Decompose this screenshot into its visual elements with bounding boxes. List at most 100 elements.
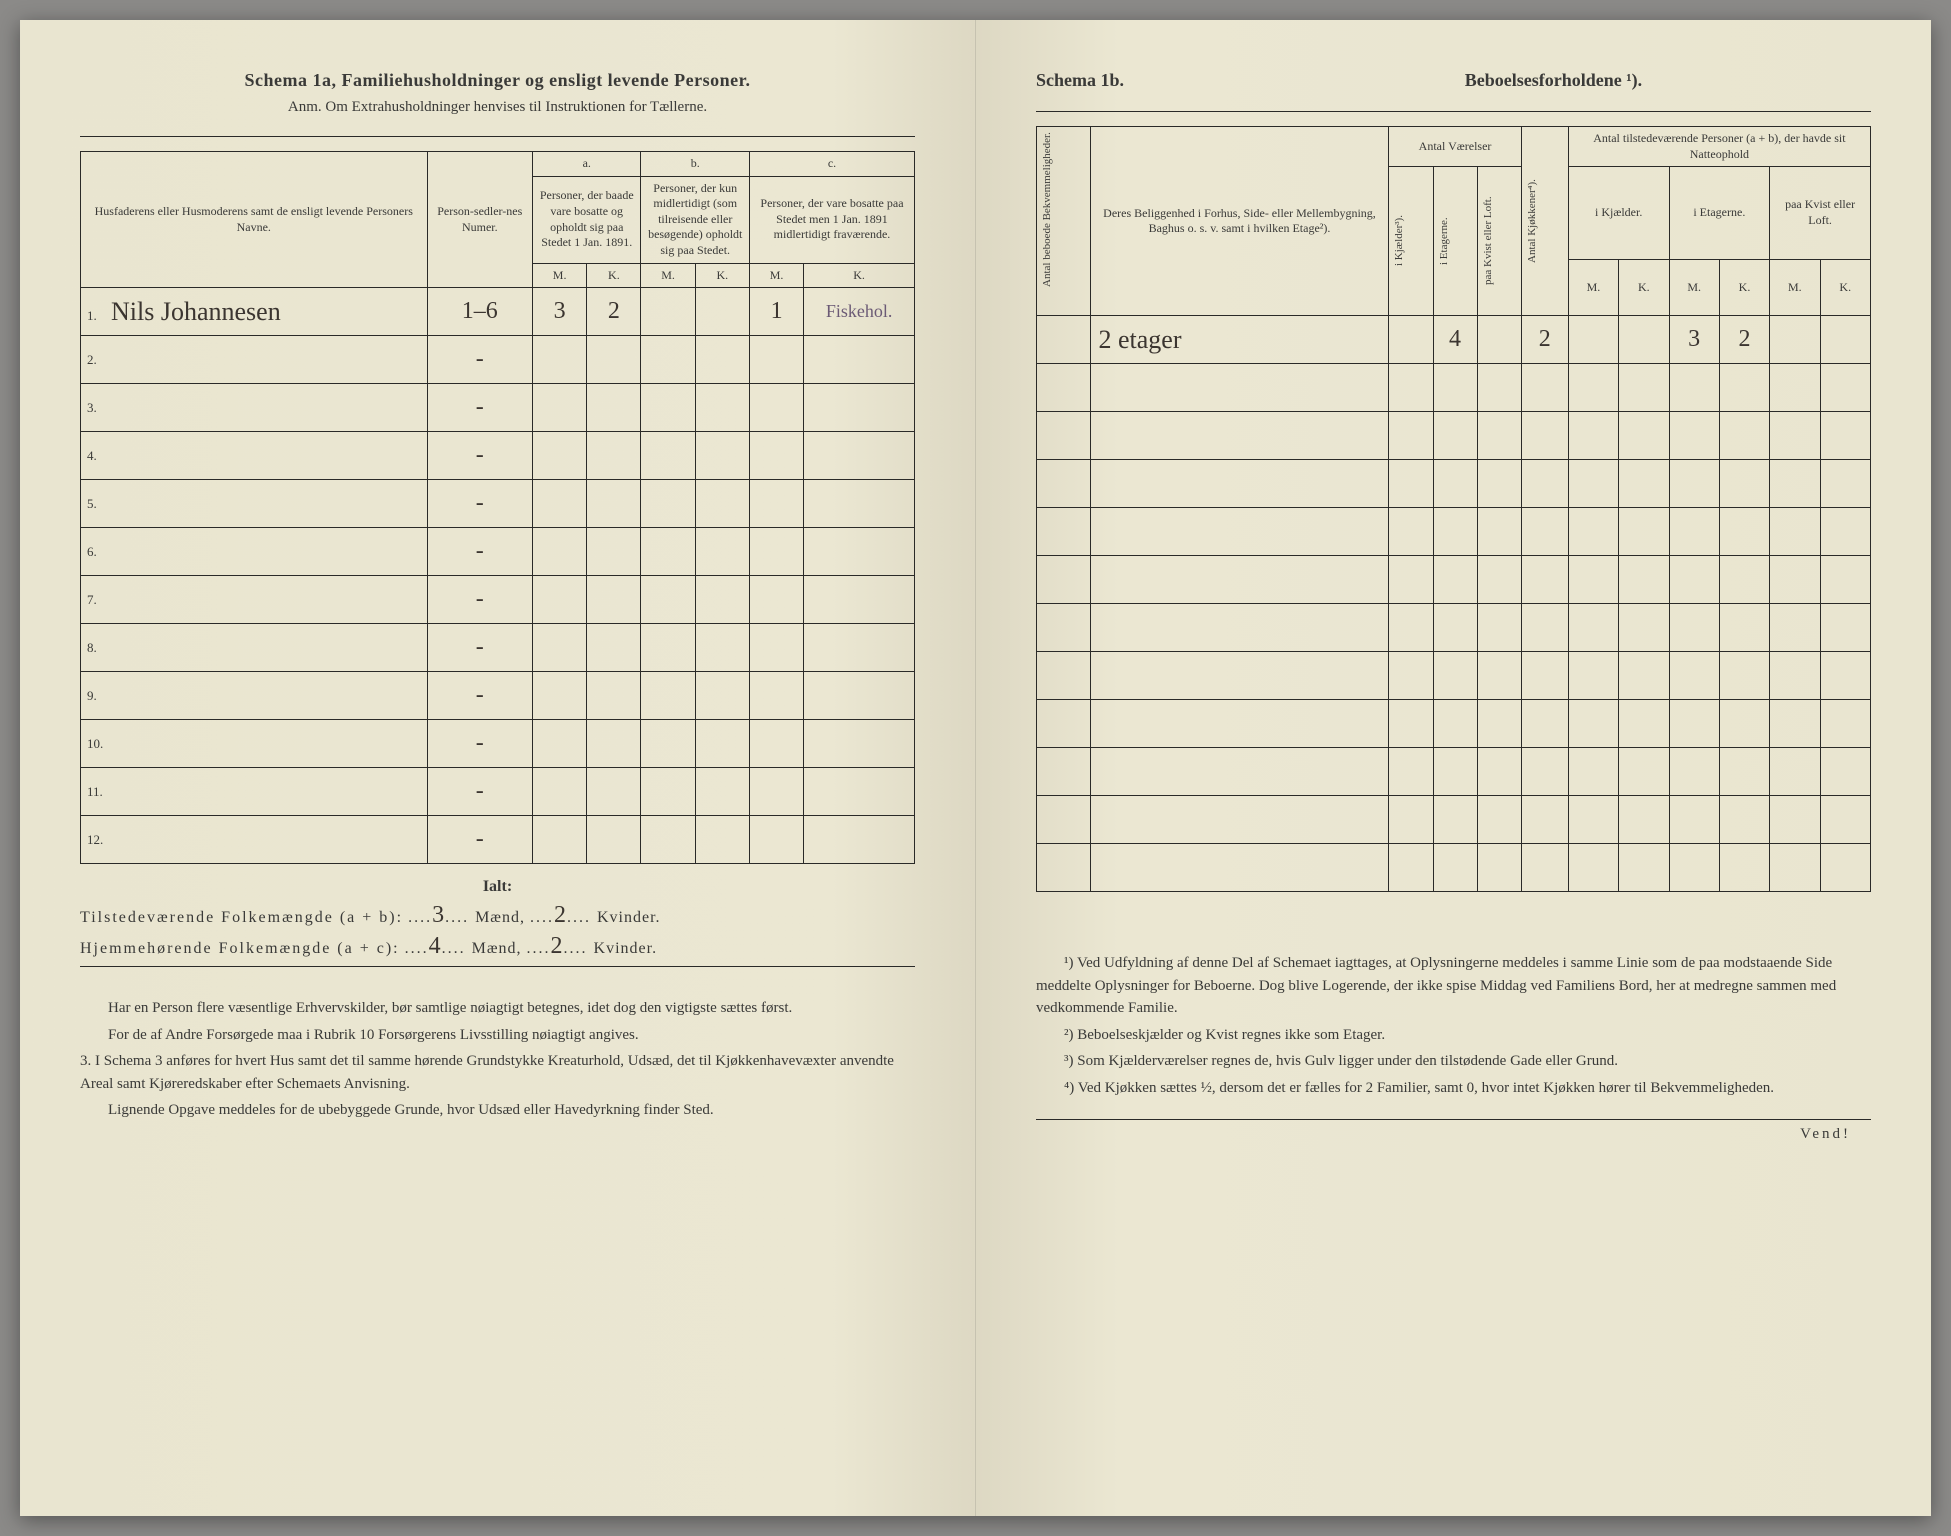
cell-kv <box>1477 652 1521 700</box>
cell-pkjK <box>1619 604 1669 652</box>
cell-bK <box>695 672 749 720</box>
tot1-label: Tilstedeværende Folkemængde (a + b): <box>80 909 403 926</box>
table-row <box>1037 604 1871 652</box>
cell-pkjM <box>1568 844 1618 892</box>
cell-kv <box>1477 460 1521 508</box>
cell-bK <box>695 624 749 672</box>
cell-aK <box>587 528 641 576</box>
cell-aK <box>587 480 641 528</box>
cell-aK <box>587 576 641 624</box>
cell-bekv <box>1037 604 1091 652</box>
cell-kjok <box>1521 796 1568 844</box>
cell-aM <box>533 816 587 864</box>
col-aM: M. <box>533 263 587 288</box>
col-kjokkener: Antal Kjøkkener⁴). <box>1525 151 1539 291</box>
foot4: ⁴) Ved Kjøkken sættes ½, dersom det er f… <box>1036 1077 1871 1100</box>
cell-cK <box>804 576 915 624</box>
totals-line-1: Tilstedeværende Folkemængde (a + b): ...… <box>80 902 915 929</box>
cell-et <box>1433 556 1477 604</box>
cell-name: 9. <box>81 672 428 720</box>
cell-cK <box>804 480 915 528</box>
tot2-end: Kvinder. <box>594 940 658 957</box>
cell-petM <box>1669 364 1719 412</box>
cell-num: - <box>427 528 532 576</box>
cell-aK <box>587 432 641 480</box>
cell-kj <box>1389 844 1433 892</box>
cell-pkvM <box>1770 316 1820 364</box>
cell-kj <box>1389 700 1433 748</box>
cell-num: - <box>427 768 532 816</box>
cell-cM <box>749 432 803 480</box>
table-row: 2.- <box>81 336 915 384</box>
cell-pkvM <box>1770 652 1820 700</box>
cell-name: 12. <box>81 816 428 864</box>
cell-pkvM <box>1770 412 1820 460</box>
cell-kv <box>1477 796 1521 844</box>
col-kjaelder: i Kjælder³). <box>1392 171 1406 311</box>
cell-cM <box>749 672 803 720</box>
cell-bM <box>641 432 695 480</box>
cell-petK <box>1719 556 1769 604</box>
col-pkvK: K. <box>1820 259 1870 316</box>
cell-aM <box>533 624 587 672</box>
cell-pkjK <box>1619 460 1669 508</box>
cell-kj <box>1389 652 1433 700</box>
cell-name: 8. <box>81 624 428 672</box>
cell-bekv <box>1037 412 1091 460</box>
cell-belig <box>1090 604 1389 652</box>
cell-cM <box>749 528 803 576</box>
cell-pkjK <box>1619 364 1669 412</box>
cell-kj <box>1389 460 1433 508</box>
cell-kv <box>1477 748 1521 796</box>
cell-et <box>1433 508 1477 556</box>
cell-num: 1–6 <box>427 288 532 336</box>
cell-cM <box>749 576 803 624</box>
page-left: Schema 1a, Familiehusholdninger og ensli… <box>20 20 976 1516</box>
cell-pkjK <box>1619 700 1669 748</box>
cell-aK <box>587 624 641 672</box>
cell-et <box>1433 700 1477 748</box>
cell-pkvK <box>1820 508 1870 556</box>
foot-p1: Har en Person flere væsentlige Erhvervsk… <box>80 997 915 1020</box>
cell-aK <box>587 384 641 432</box>
cell-pkvK <box>1820 604 1870 652</box>
cell-belig <box>1090 796 1389 844</box>
cell-cK <box>804 624 915 672</box>
cell-petK <box>1719 364 1769 412</box>
cell-bekv <box>1037 700 1091 748</box>
cell-petM <box>1669 412 1719 460</box>
cell-aM <box>533 528 587 576</box>
cell-belig: 2 etager <box>1090 316 1389 364</box>
cell-kv <box>1477 412 1521 460</box>
cell-petM <box>1669 652 1719 700</box>
col-cK: K. <box>804 263 915 288</box>
tot2-mid: Mænd, <box>472 940 522 957</box>
cell-aM <box>533 768 587 816</box>
schema-1b-header: Schema 1b. Beboelsesforholdene ¹). <box>1036 70 1871 91</box>
cell-belig <box>1090 700 1389 748</box>
cell-name: 10. <box>81 720 428 768</box>
cell-pkvM <box>1770 364 1820 412</box>
cell-cM <box>749 720 803 768</box>
cell-pkvM <box>1770 460 1820 508</box>
cell-pkvM <box>1770 844 1820 892</box>
table-row <box>1037 556 1871 604</box>
cell-pkjM <box>1568 316 1618 364</box>
cell-pkjK <box>1619 796 1669 844</box>
dots: .... <box>408 909 432 926</box>
cell-bM <box>641 384 695 432</box>
col-pkjM: M. <box>1568 259 1618 316</box>
cell-bekv <box>1037 316 1091 364</box>
cell-pkvK <box>1820 844 1870 892</box>
cell-petK <box>1719 412 1769 460</box>
cell-kj <box>1389 604 1433 652</box>
tot2-label: Hjemmehørende Folkemængde (a + c): <box>80 940 400 957</box>
cell-bK <box>695 816 749 864</box>
cell-bM <box>641 336 695 384</box>
cell-belig <box>1090 748 1389 796</box>
cell-petK <box>1719 748 1769 796</box>
cell-name: 6. <box>81 528 428 576</box>
cell-kj <box>1389 508 1433 556</box>
cell-kj <box>1389 556 1433 604</box>
cell-petM: 3 <box>1669 316 1719 364</box>
